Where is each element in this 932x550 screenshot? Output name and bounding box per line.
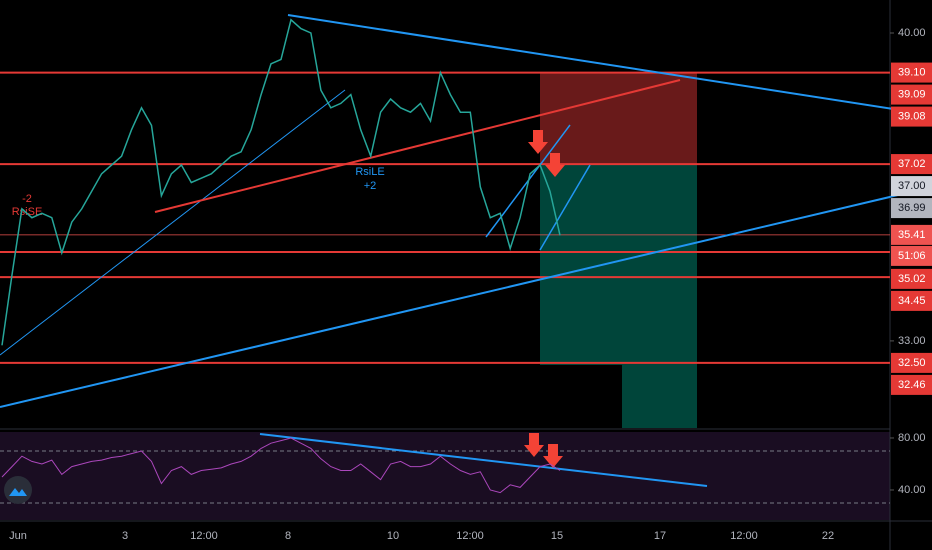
price-label: 39.09: [898, 88, 926, 100]
price-line: [1, 18, 561, 346]
price-label-box: [891, 224, 932, 245]
price-label: 37.00: [898, 180, 926, 192]
price-label-box: [891, 374, 932, 395]
annotation: +2: [364, 180, 377, 192]
price-label-box: [891, 268, 932, 289]
countdown: 51:06: [898, 250, 926, 262]
price-label-box: [891, 352, 932, 373]
price-label: 39.10: [898, 66, 926, 78]
y-tick-label: 40.00: [898, 484, 926, 496]
price-label-box: [891, 62, 932, 83]
rsi-pane: [0, 432, 890, 520]
price-label: 32.46: [898, 379, 926, 391]
price-label-box: [891, 106, 932, 127]
price-label: 34.45: [898, 295, 926, 307]
trendline-red: [154, 79, 681, 213]
annotation: RsiLE: [355, 166, 384, 178]
rsi-trendline: [259, 433, 708, 487]
annotation: -2: [22, 193, 32, 205]
annotation: RsiSE: [12, 206, 43, 218]
countdown-box: [891, 245, 932, 266]
x-tick-label: 15: [551, 530, 563, 542]
price-label: 35.02: [898, 273, 926, 285]
price-label-box: [891, 290, 932, 311]
target-zone-lower: [622, 365, 697, 428]
rsi-line: [1, 437, 561, 494]
trendline: [287, 14, 932, 116]
logo[interactable]: [4, 476, 32, 504]
arrow: [524, 433, 544, 457]
arrow: [528, 130, 548, 154]
price-label: 37.02: [898, 158, 926, 170]
x-tick-label: 12:00: [190, 530, 218, 542]
arrow: [545, 153, 565, 177]
price-label-box: [891, 176, 932, 197]
x-tick-label: Jun: [9, 530, 27, 542]
x-tick-label: 8: [285, 530, 291, 542]
y-tick-label: 40.00: [898, 27, 926, 39]
trendline: [0, 186, 932, 408]
price-label-box: [891, 154, 932, 175]
price-label: 32.50: [898, 357, 926, 369]
price-label: 39.08: [898, 110, 926, 122]
stop-zone: [540, 73, 697, 165]
target-zone: [540, 165, 697, 365]
trendline: [0, 89, 346, 356]
y-tick-label: 33.00: [898, 335, 926, 347]
logo-icon: [9, 488, 27, 496]
x-tick-label: 12:00: [730, 530, 758, 542]
price-label: 35.41: [898, 229, 926, 241]
price-label-box: [891, 84, 932, 105]
x-tick-label: 22: [822, 530, 834, 542]
y-tick-label: 80.00: [898, 432, 926, 444]
x-tick-label: 12:00: [456, 530, 484, 542]
arrow: [543, 444, 563, 468]
price-label: 36.99: [898, 202, 926, 214]
price-label-box: [891, 198, 932, 219]
channel-line: [539, 164, 591, 251]
trendlines: [0, 14, 932, 504]
x-tick-label: 17: [654, 530, 666, 542]
x-tick-label: 10: [387, 530, 399, 542]
x-tick-label: 3: [122, 530, 128, 542]
